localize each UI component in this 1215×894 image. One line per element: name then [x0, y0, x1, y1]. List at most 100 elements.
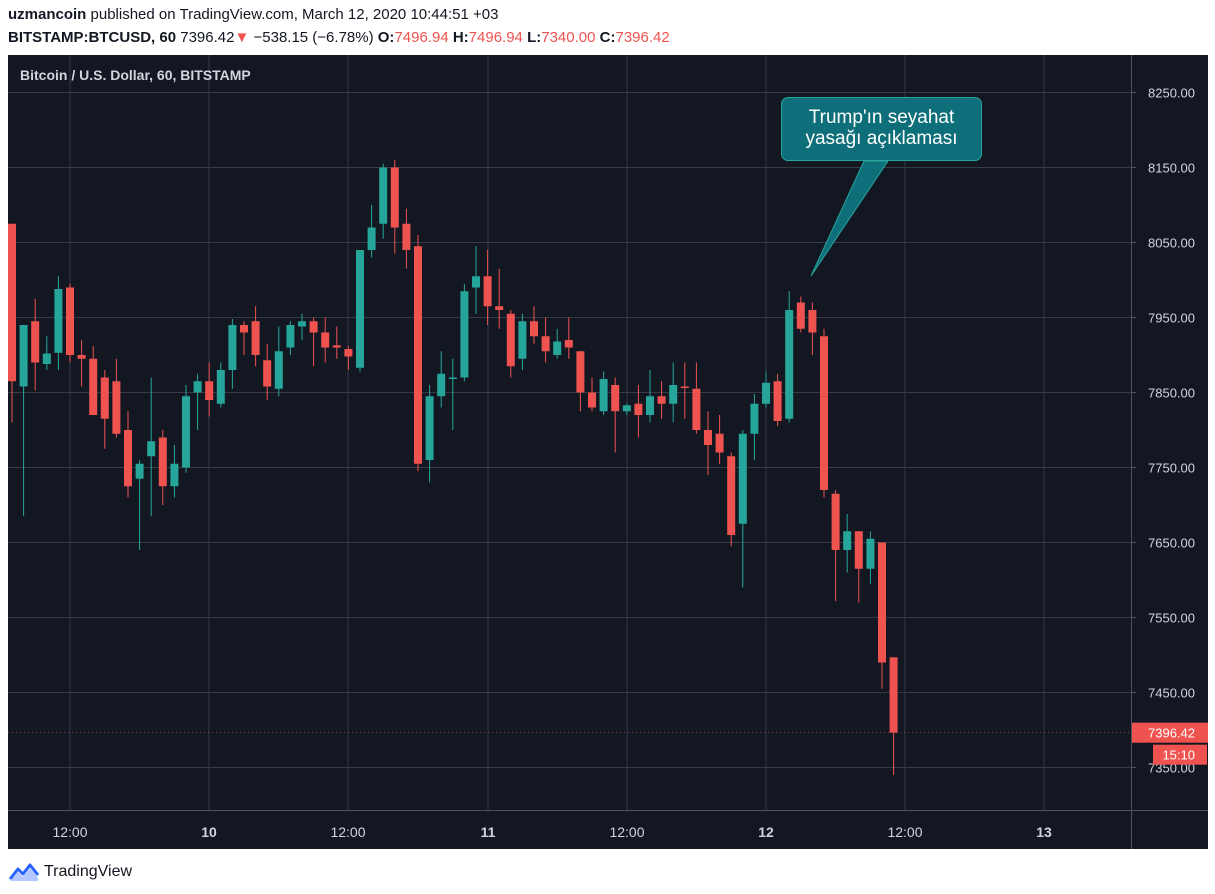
high-value: 7496.94 [468, 29, 523, 46]
open-value: 7496.94 [394, 29, 449, 46]
candle-body [147, 441, 156, 457]
candle-body [205, 381, 214, 400]
close-label: C: [599, 29, 616, 46]
candle-body [854, 531, 863, 569]
candle-body [274, 351, 283, 389]
candle-body [77, 355, 86, 359]
candle-body [263, 360, 272, 387]
candle-body [785, 310, 794, 419]
tradingview-logo[interactable]: TradingView [8, 858, 132, 886]
candle-body [112, 381, 121, 434]
callout-pointer [810, 160, 889, 277]
candle-body [472, 276, 480, 288]
candle-body [193, 381, 202, 393]
time-tick-label: 12:00 [330, 824, 365, 840]
price-tick-label: 7850.00 [1148, 386, 1195, 401]
candle-body [158, 437, 167, 487]
price-tick-label: 8250.00 [1148, 86, 1195, 101]
candle-body [309, 321, 318, 333]
candle-body [367, 227, 376, 250]
candle-body [611, 385, 620, 412]
time-tick-label: 12:00 [609, 824, 644, 840]
published-text: published on TradingView.com, March 12, … [90, 6, 499, 23]
chart-panel[interactable]: 8250.00 8150.00 8050.00 7950.00 7850.00 7750.… [8, 55, 1208, 849]
candle-body [820, 336, 828, 490]
candle-body [634, 403, 643, 415]
candle-body [390, 167, 399, 228]
price-change: −538.15 (−6.78%) [253, 29, 374, 46]
price-tick-label: 8050.00 [1148, 236, 1195, 251]
symbol-label: BITSTAMP:BTCUSD, 60 [8, 29, 177, 46]
candle-body [437, 373, 446, 397]
candle-body [622, 405, 631, 412]
time-tick-label: 10 [201, 824, 217, 840]
price-tick-label: 7550.00 [1148, 611, 1195, 626]
countdown-badge [1153, 744, 1207, 765]
candle-body [321, 332, 330, 348]
candle-body [240, 325, 248, 333]
candle-body [182, 396, 190, 468]
price-tick-label: 7650.00 [1148, 536, 1195, 551]
candle-body [530, 321, 538, 337]
candle-body [506, 313, 515, 367]
time-tick-label: 13 [1036, 824, 1052, 840]
candle-body [878, 542, 886, 663]
candle-body [170, 463, 179, 487]
candle-body [646, 396, 654, 415]
publish-info: uzmancoin published on TradingView.com, … [8, 6, 498, 23]
price-tick-label: 8150.00 [1148, 161, 1195, 176]
candle-body [356, 250, 364, 368]
price-tick-label: 7750.00 [1148, 461, 1195, 476]
close-value: 7396.42 [615, 29, 670, 46]
candle-body [831, 493, 840, 550]
candle-body [553, 341, 562, 355]
candle-body [843, 531, 852, 550]
candle-body [773, 381, 782, 421]
candle-body [251, 321, 260, 355]
candle-body [42, 353, 51, 364]
candle-body [66, 287, 74, 355]
candle-body [657, 396, 666, 404]
candle-body [298, 321, 306, 327]
low-value: 7340.00 [541, 29, 596, 46]
tradingview-brand: TradingView [44, 863, 133, 880]
candle-body [8, 223, 16, 382]
candle-body [727, 456, 736, 535]
chart-title: Bitcoin / U.S. Dollar, 60, BITSTAMP [20, 67, 251, 83]
candle-body [599, 379, 608, 412]
candle-body [750, 403, 759, 434]
candle-body [31, 321, 40, 363]
countdown-text: 15:10 [1162, 748, 1195, 763]
candle-body [866, 538, 875, 569]
candle-body [762, 382, 770, 404]
candle-body [379, 167, 388, 224]
candle-body [738, 433, 747, 524]
high-label: H: [452, 29, 469, 46]
candle-body [135, 463, 144, 479]
callout-line-1: Trump'ın seyahat [808, 107, 955, 128]
candle-body [495, 306, 504, 310]
candle-body [100, 377, 109, 419]
price-tick-label: 7450.00 [1148, 686, 1195, 701]
candle-body [425, 396, 434, 460]
candle-body [669, 385, 678, 404]
candle-body [541, 336, 550, 352]
last-price-badge [1132, 722, 1208, 743]
candle-body [715, 433, 724, 453]
time-tick-label: 12:00 [52, 824, 87, 840]
author-name[interactable]: uzmancoin [8, 6, 87, 23]
candle-body [54, 289, 63, 353]
candle-body [124, 430, 132, 487]
time-tick-label: 11 [481, 824, 496, 840]
candle-body [402, 223, 411, 250]
price-tick-label: 7950.00 [1148, 311, 1195, 326]
symbol-info: BITSTAMP:BTCUSD, 60 7396.42▼ −538.15 (−6… [8, 29, 670, 46]
candlestick-chart[interactable]: 8250.00 8150.00 8050.00 7950.00 7850.00 7750.… [8, 55, 1208, 849]
candle-body [796, 302, 805, 329]
annotation-callout[interactable]: Trump'ın seyahat yasağı açıklaması [781, 97, 982, 161]
last-price-text: 7396.42 [1148, 726, 1195, 741]
tradingview-logo-icon [8, 863, 40, 881]
candle-body [518, 321, 527, 359]
candle-body [414, 246, 422, 464]
candle-body [704, 430, 712, 445]
